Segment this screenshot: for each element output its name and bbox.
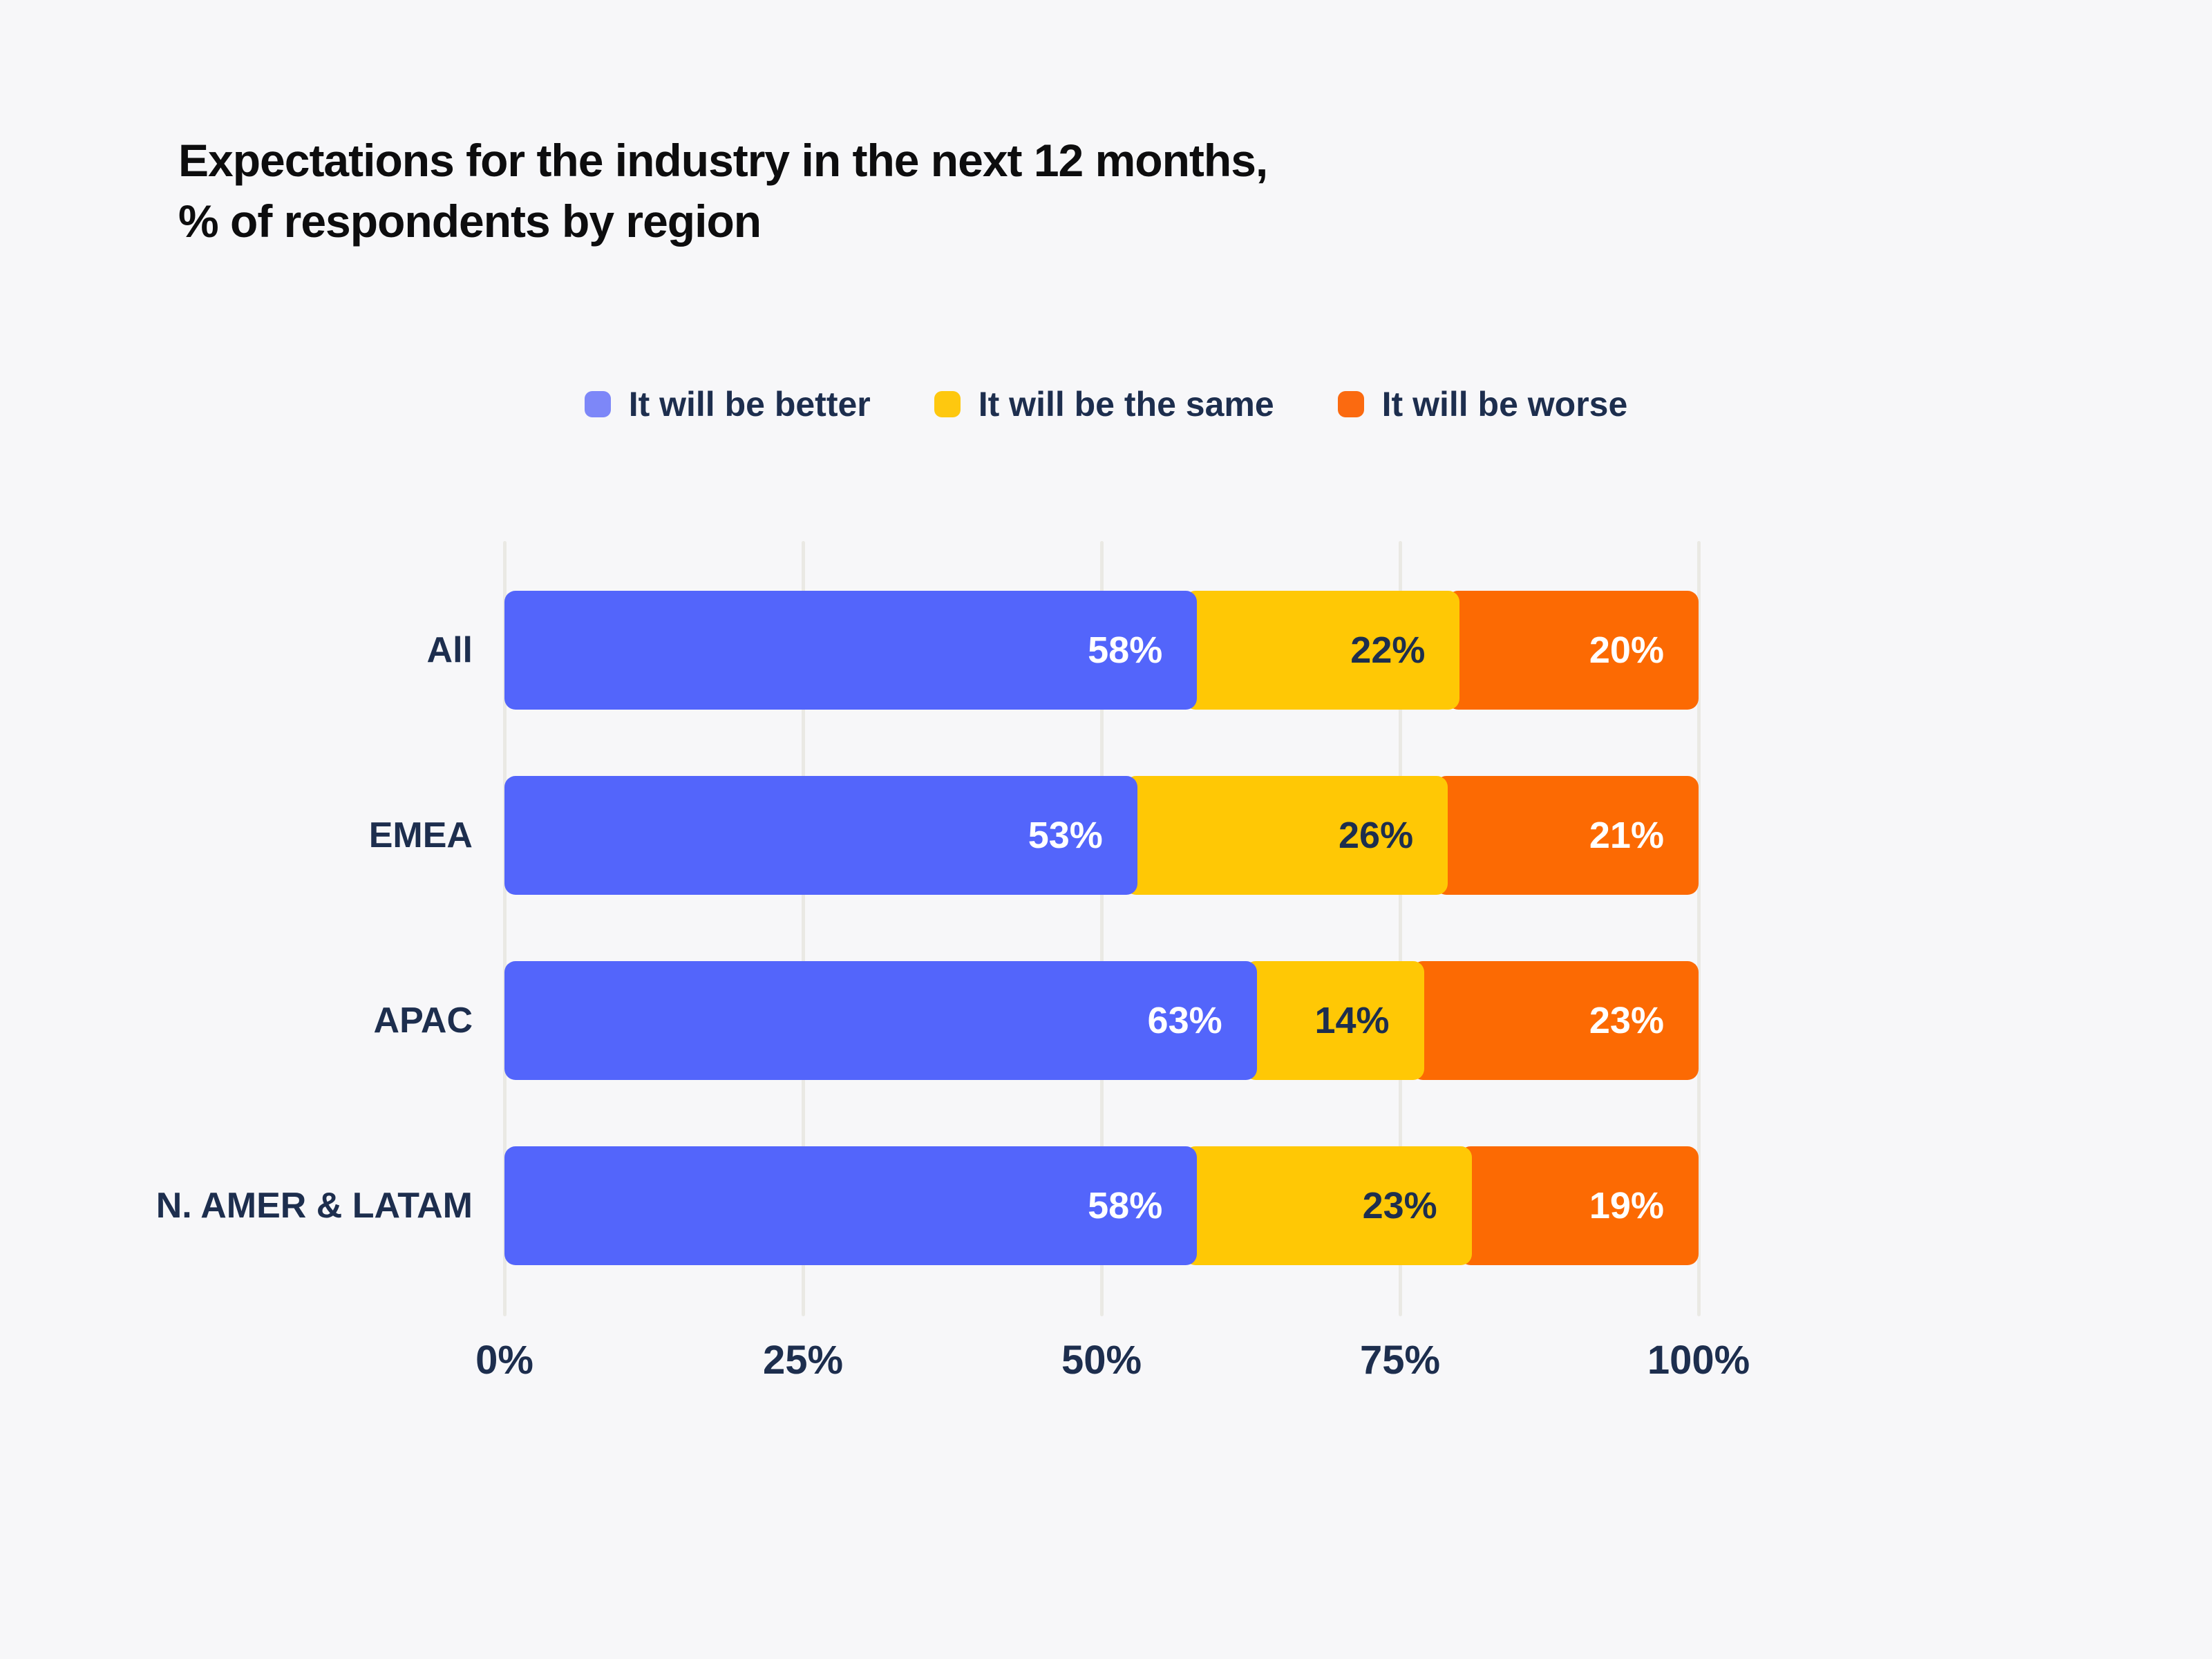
chart-title-line2: % of respondents by region: [178, 196, 762, 247]
bar-row: APAC 63% 14% 23%: [374, 961, 1699, 1080]
chart-title-line1: Expectations for the industry in the nex…: [178, 135, 1268, 186]
x-axis-tick-label: 25%: [762, 1338, 844, 1383]
segment-value-label: 19%: [1589, 1185, 1664, 1226]
bar-segment: 63%: [504, 961, 1257, 1080]
x-axis-tick-label: 0%: [475, 1338, 533, 1383]
gridline: [1697, 541, 1701, 1316]
legend-label: It will be better: [628, 385, 871, 424]
bar-segment: 58%: [504, 1146, 1198, 1265]
bar-segment: 19%: [1459, 1146, 1699, 1265]
legend-swatch-icon: [1337, 391, 1364, 417]
bar-segment: 14%: [1244, 961, 1424, 1080]
bar-segment: 58%: [504, 591, 1198, 710]
segment-value-label: 14%: [1314, 1000, 1390, 1041]
gridline: [1100, 541, 1104, 1316]
legend-label: It will be the same: [978, 385, 1274, 424]
legend-item-2: It will be the same: [934, 384, 1274, 424]
segment-value-label: 23%: [1362, 1185, 1437, 1226]
x-axis-tick-label: 50%: [1061, 1338, 1142, 1383]
legend-label: It will be worse: [1381, 385, 1628, 424]
category-label: N. AMER & LATAM: [155, 1186, 473, 1226]
legend-item-1: It will be better: [584, 384, 871, 424]
legend-swatch-icon: [934, 391, 961, 417]
x-axis-tick-label: 75%: [1359, 1338, 1441, 1383]
category-label: All: [426, 630, 473, 670]
bar-row: N. AMER & LATAM 58% 23% 19%: [156, 1146, 1699, 1265]
segment-value-label: 21%: [1589, 815, 1664, 856]
segment-value-label: 58%: [1088, 629, 1163, 671]
segment-value-label: 53%: [1028, 815, 1103, 856]
bar-segment: 23%: [1184, 1146, 1472, 1265]
plot-area: All 58% 22% 20% EMEA 53% 26% 21% APAC 63% 14% 23% N.…: [156, 541, 1750, 1453]
bar-segment: 53%: [504, 776, 1137, 895]
segment-value-label: 58%: [1088, 1185, 1163, 1226]
gridline: [1399, 541, 1402, 1316]
legend-swatch-icon: [584, 391, 611, 417]
category-label: EMEA: [368, 815, 473, 855]
chart-title: Expectations for the industry in the nex…: [178, 130, 1268, 252]
bar-segment: 21%: [1435, 776, 1699, 895]
gridline: [503, 541, 507, 1316]
bar-row: EMEA 53% 26% 21%: [369, 776, 1699, 895]
x-axis-tick-label: 100%: [1647, 1338, 1750, 1383]
segment-value-label: 63%: [1147, 1000, 1222, 1041]
bar-segment: 20%: [1447, 591, 1699, 710]
bar-segment: 22%: [1184, 591, 1460, 710]
legend-item-3: It will be worse: [1337, 384, 1628, 424]
segment-value-label: 20%: [1589, 629, 1664, 671]
segment-value-label: 26%: [1339, 815, 1414, 856]
bar-segment: 26%: [1124, 776, 1448, 895]
gridline: [802, 541, 805, 1316]
bar-row: All 58% 22% 20%: [427, 591, 1699, 710]
segment-value-label: 22%: [1350, 629, 1426, 671]
segment-value-label: 23%: [1589, 1000, 1664, 1041]
legend: It will be better It will be the same It w…: [0, 384, 2212, 424]
bar-segment: 23%: [1411, 961, 1699, 1080]
category-label: APAC: [373, 1001, 473, 1041]
